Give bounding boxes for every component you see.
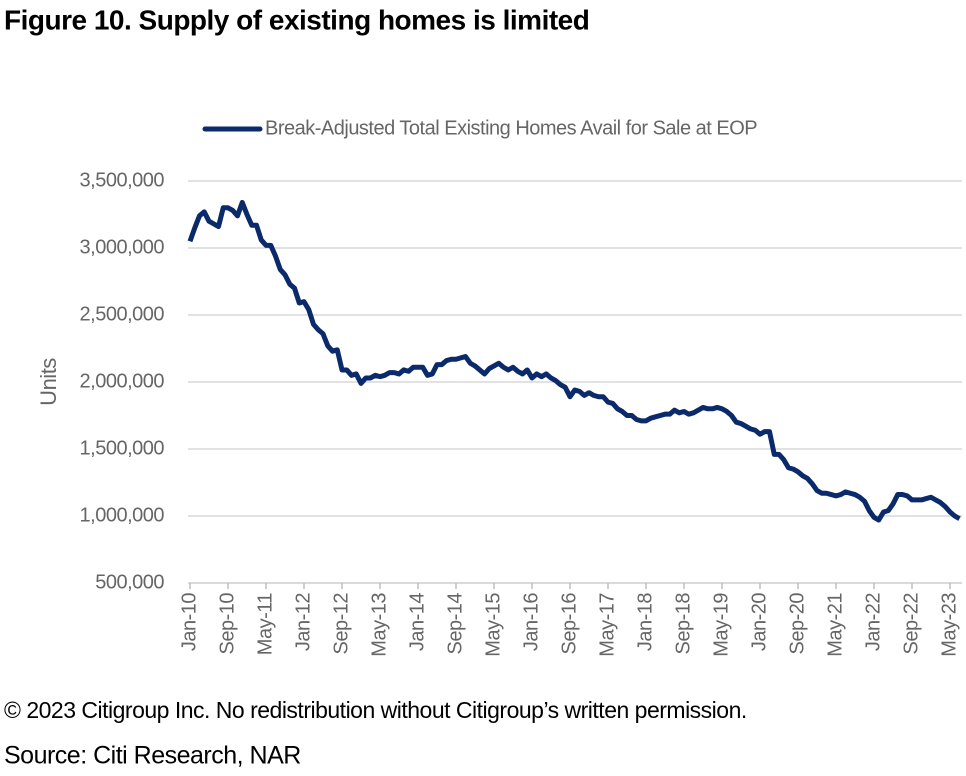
y-tick-label: 3,500,000 (80, 169, 165, 191)
x-tick-label: Sep-12 (330, 593, 352, 655)
x-tick-label: Sep-16 (558, 593, 580, 655)
x-tick-label: Sep-18 (672, 593, 694, 655)
x-tick-label: Sep-14 (444, 593, 466, 655)
x-tick-label: May-11 (254, 593, 276, 656)
x-tick-label: May-23 (938, 593, 960, 657)
x-tick-label: Jan-22 (862, 593, 884, 652)
x-tick-label: Sep-10 (216, 593, 238, 655)
x-tick-label: Sep-22 (900, 593, 922, 655)
y-axis-label: Units (36, 358, 61, 406)
x-tick-label: Jan-18 (634, 593, 656, 652)
y-tick-label: 3,000,000 (80, 236, 165, 258)
y-tick-label: 2,000,000 (80, 370, 165, 392)
x-tick-label: Jan-16 (520, 593, 542, 652)
x-tick-label: May-19 (710, 593, 732, 657)
y-tick-label: 1,500,000 (80, 437, 165, 459)
y-tick-label: 1,000,000 (80, 504, 165, 526)
x-tick-label: May-17 (596, 593, 618, 657)
x-tick-label: Jan-12 (292, 593, 314, 652)
y-tick-label: 500,000 (95, 571, 164, 593)
x-tick-label: Jan-14 (406, 593, 428, 652)
source: Source: Citi Research, NAR (4, 742, 301, 770)
x-tick-label: Sep-20 (786, 593, 808, 655)
x-tick-label: May-13 (368, 593, 390, 657)
footnote: © 2023 Citigroup Inc. No redistribution … (4, 697, 747, 723)
x-tick-label: May-15 (482, 593, 504, 657)
series-line (187, 199, 961, 523)
x-tick-label: Jan-10 (178, 593, 200, 652)
y-tick-label: 2,500,000 (80, 303, 165, 325)
x-tick-label: May-21 (824, 593, 846, 657)
x-tick-label: Jan-20 (748, 593, 770, 652)
chart-title: Figure 10. Supply of existing homes is l… (4, 4, 589, 35)
legend-label: Break-Adjusted Total Existing Homes Avai… (265, 117, 757, 139)
